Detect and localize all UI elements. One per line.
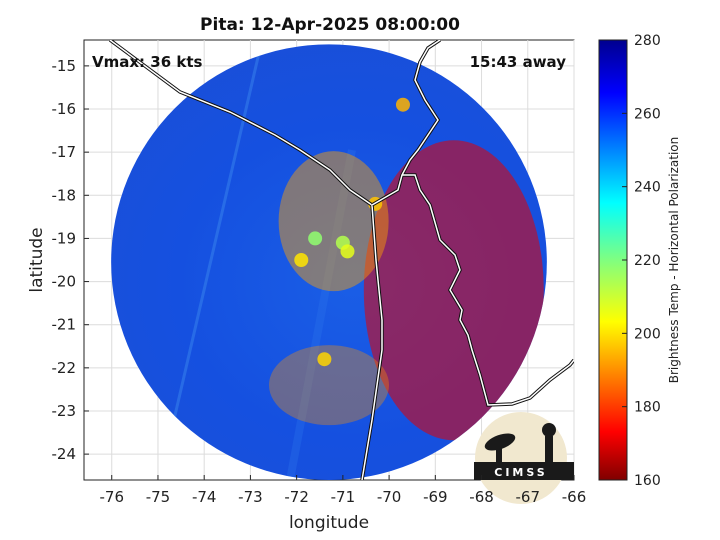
colorbar-tick-label: 280: [634, 33, 661, 49]
colorbar-tick-label: 220: [634, 253, 661, 269]
vmax-annotation: Vmax: 36 kts: [92, 53, 202, 71]
x-tick-label: -68: [469, 488, 494, 506]
cimss-logo: CIMSS: [474, 412, 574, 504]
x-tick-label: -72: [284, 488, 309, 506]
x-tick-label: -66: [562, 488, 587, 506]
x-tick-label: -67: [516, 488, 541, 506]
colorbar-tick-label: 240: [634, 180, 661, 196]
y-tick-label: -22: [52, 359, 77, 377]
dish-stand-icon: [496, 446, 502, 464]
y-tick-label: -16: [52, 100, 77, 118]
warm-spot: [294, 253, 309, 267]
y-tick-label: -19: [52, 229, 77, 247]
warm-spot: [340, 244, 355, 259]
x-tick-label: -75: [146, 488, 171, 506]
radar-dome-icon: [542, 423, 556, 437]
colorbar-ticks: 280 260 240 220 200 180 160: [622, 33, 661, 489]
y-tick-label: -21: [52, 316, 77, 334]
colorbar-tick-label: 200: [634, 326, 661, 342]
swath-seam: [158, 44, 264, 480]
swath-seam-2: [286, 149, 356, 480]
border-line-east-inner: [371, 40, 574, 406]
y-tick-label: -15: [52, 57, 77, 75]
x-axis-ticks: -76 -75 -74 -73 -72 -71 -70 -69 -68 -67 -66: [99, 475, 586, 506]
colorbar-tick-label: 180: [634, 400, 661, 416]
logo-circle: [475, 412, 567, 504]
x-axis-label: longitude: [289, 513, 369, 533]
x-tick-label: -73: [238, 488, 263, 506]
y-axis-ticks: -15 -16 -17 -18 -19 -20 -21 -22 -23 -24: [52, 57, 89, 463]
x-tick-label: -76: [99, 488, 124, 506]
border-line-inner: [109, 40, 383, 480]
cold-region: [363, 140, 544, 441]
chart-title: Pita: 12-Apr-2025 08:00:00: [200, 15, 460, 35]
x-tick-label: -70: [377, 488, 402, 506]
x-tick-label: -74: [192, 488, 217, 506]
logo-text: CIMSS: [494, 466, 547, 479]
warm-spot: [395, 97, 410, 112]
colorbar-label: Brightness Temp - Horizontal Polarizatio…: [667, 137, 681, 384]
x-tick-label: -69: [423, 488, 448, 506]
y-axis-label: latitude: [27, 227, 47, 292]
logo-band: [474, 462, 574, 480]
colorbar-tick-label: 260: [634, 106, 661, 122]
y-tick-label: -18: [52, 186, 77, 204]
warm-spot: [317, 352, 332, 367]
tower-icon: [545, 436, 553, 462]
warm-region: [269, 345, 389, 426]
x-tick-label: -71: [331, 488, 356, 506]
warm-spots: [269, 97, 544, 441]
swath-image: [111, 44, 547, 480]
satellite-dish-icon: [484, 433, 516, 451]
warm-spot: [308, 231, 323, 246]
distance-annotation: 15:43 away: [470, 53, 567, 71]
y-tick-label: -17: [52, 143, 77, 161]
y-tick-label: -23: [52, 402, 77, 420]
y-tick-label: -20: [52, 273, 77, 291]
colorbar-tick-label: 160: [634, 473, 661, 489]
y-tick-label: -24: [52, 445, 77, 463]
